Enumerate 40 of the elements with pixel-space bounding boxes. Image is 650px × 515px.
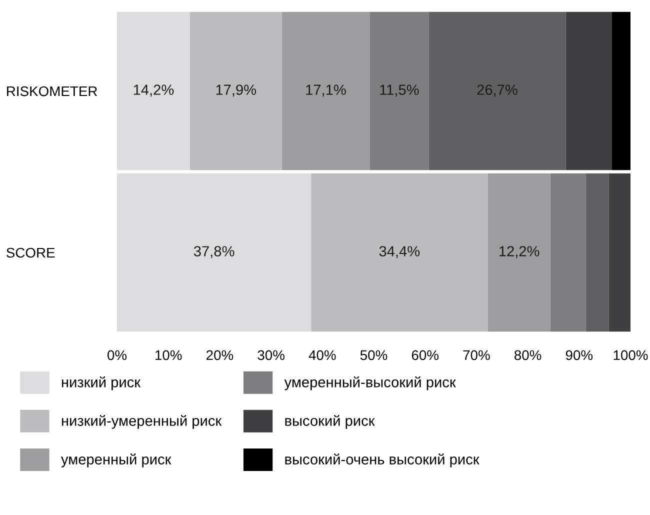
bar [428,12,566,170]
bar [612,12,630,170]
data-label: 14,2% [134,84,174,97]
x-tick-label: 90% [566,350,593,360]
bar [311,173,488,332]
bar [566,12,612,170]
x-tick-label: 10% [156,350,182,360]
x-tick-label: 60% [412,350,439,360]
data-label: 12,2% [500,246,540,258]
bar [550,173,586,332]
data-label: 26,7% [477,84,518,97]
legend-label: низкий-умеренный риск [62,414,222,429]
bar [608,173,630,332]
bar [370,12,429,170]
y-tick-label: RISKOMETER [7,86,98,96]
x-tick-label: 0% [108,350,127,360]
bar [117,173,312,332]
data-label: 34,4% [379,246,420,258]
legend-label: умеренный риск [61,454,172,468]
x-tick-label: 20% [206,350,234,360]
data-label: 37,8% [194,246,234,258]
x-tick-label: 40% [308,350,336,360]
bar [282,12,370,170]
x-tick-label: 70% [463,350,490,360]
legend-label: умеренный-высокий риск [284,376,456,390]
x-tick-label: 100% [614,350,648,360]
bar [117,12,190,170]
bar [190,12,282,170]
bar [488,173,550,332]
legend-label: высокий риск [285,414,375,429]
legend-label: высокий-очень высокий риск [285,454,480,468]
legend-label: низкий риск [62,376,141,390]
x-tick-label: 80% [514,350,542,360]
data-label: 17,1% [306,84,346,97]
data-label: 11,5% [380,84,419,97]
x-tick-label: 50% [360,350,388,360]
x-tick-label: 30% [258,350,284,360]
data-label: 17,9% [216,84,256,97]
y-tick-label: SCORE [6,248,55,258]
bar [586,173,609,332]
